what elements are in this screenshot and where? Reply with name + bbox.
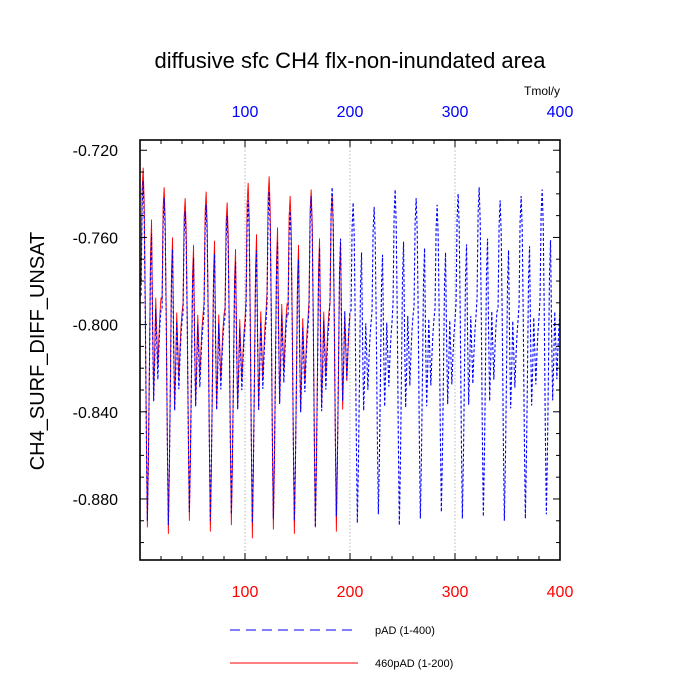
y-tick-label--0.720: -0.720 [73, 143, 118, 160]
x-tick-label-bottom-300: 300 [442, 584, 469, 601]
y-axis-label: CH4_SURF_DIFF_UNSAT [27, 232, 49, 471]
x-tick-label-top-200: 200 [337, 104, 364, 121]
legend-460pad-1-200-label: 460pAD (1-200) [375, 658, 453, 670]
y-tick-label--0.760: -0.760 [73, 230, 118, 247]
units-label: Tmol/y [524, 84, 560, 98]
x-tick-label-bottom-400: 400 [547, 584, 574, 601]
legend-pad-1-400-label: pAD (1-400) [375, 625, 435, 637]
series-line-pad-1-400 [140, 180, 561, 528]
y-tick-label--0.840: -0.840 [73, 405, 118, 422]
series-line-460pad-1-200 [140, 167, 351, 539]
x-tick-label-top-300: 300 [442, 104, 469, 121]
x-tick-label-bottom-200: 200 [337, 584, 364, 601]
x-tick-label-top-100: 100 [232, 104, 259, 121]
y-tick-label--0.800: -0.800 [73, 318, 118, 335]
chart-title: diffusive sfc CH4 flx-non-inundated area [155, 48, 547, 73]
y-tick-label--0.880: -0.880 [73, 492, 118, 509]
x-tick-label-top-400: 400 [547, 104, 574, 121]
x-tick-label-bottom-100: 100 [232, 584, 259, 601]
